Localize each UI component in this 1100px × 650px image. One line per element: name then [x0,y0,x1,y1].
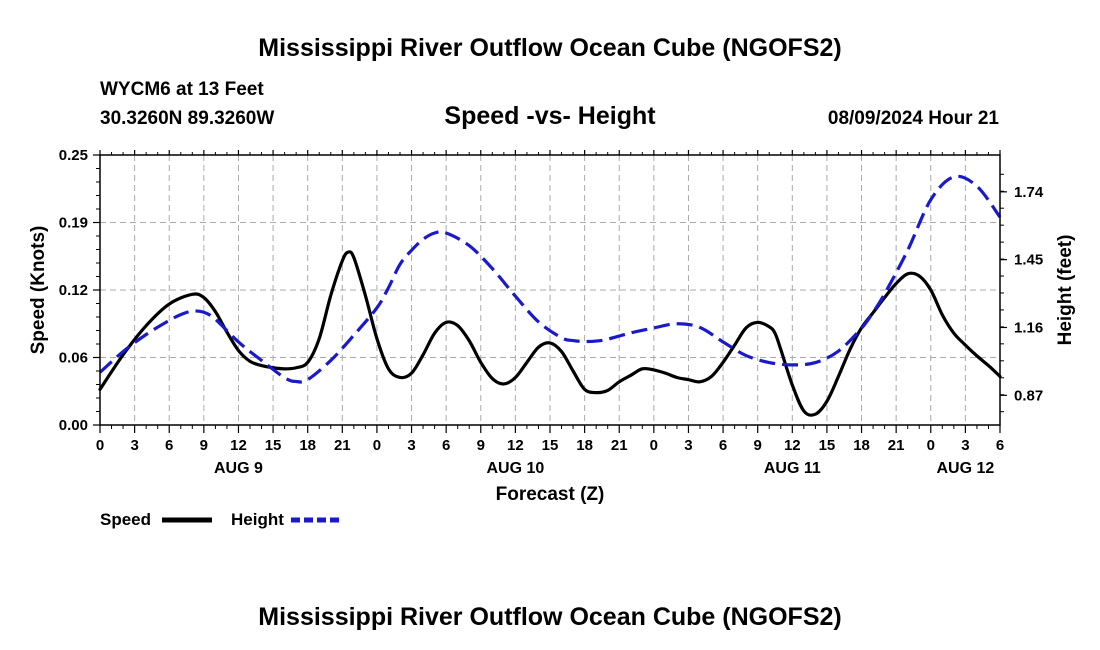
x-tick-label: 15 [542,437,559,454]
axis-ticks [93,150,1007,433]
x-tick-label: 0 [373,437,381,454]
x-tick-label: 12 [507,437,524,454]
speed-series-line [98,250,1002,417]
x-tick-label: 15 [265,437,282,454]
x-tick-label: 12 [784,437,801,454]
date-label: AUG 12 [936,460,994,477]
station-label: WYCM6 at 13 Feet [100,79,264,100]
series-layer [98,174,1002,417]
x-tick-label: 21 [334,437,351,454]
legend-speed-label: Speed [100,510,151,529]
x-tick-label: 18 [853,437,870,454]
x-tick-label: 0 [650,437,658,454]
x-tick-label: 9 [200,437,208,454]
y-tick-label: 0.19 [59,215,88,232]
legend-height-label: Height [231,510,284,529]
x-tick-label: 21 [888,437,905,454]
footer-title: Mississippi River Outflow Ocean Cube (NG… [258,603,841,631]
figure-title: Mississippi River Outflow Ocean Cube (NG… [258,34,841,62]
x-tick-label: 15 [819,437,836,454]
coordinates-label: 30.3260N 89.3260W [100,108,274,129]
x-tick-label: 12 [230,437,247,454]
y-tick-label: 0.06 [59,350,88,367]
datetime-label: 08/09/2024 Hour 21 [828,108,1000,129]
y-tick-label: 0.12 [59,282,88,299]
x-tick-label: 6 [165,437,173,454]
y2-tick-label: 1.16 [1014,319,1043,336]
date-label: AUG 9 [214,460,263,477]
date-label: AUG 10 [486,460,544,477]
x-tick-label: 3 [407,437,415,454]
y2-tick-label: 1.45 [1014,252,1043,269]
y-tick-label: 0.25 [59,147,88,164]
x-tick-label: 21 [611,437,628,454]
x-tick-label: 18 [299,437,316,454]
x-tick-label: 3 [684,437,692,454]
y2-tick-label: 0.87 [1014,387,1043,404]
grid [100,155,1000,425]
x-axis-title: Forecast (Z) [496,484,605,505]
y2-tick-label: 1.74 [1014,184,1044,201]
x-tick-label: 6 [719,437,727,454]
x-tick-label: 6 [442,437,450,454]
x-tick-label: 0 [96,437,104,454]
x-tick-label: 9 [477,437,485,454]
x-tick-label: 3 [961,437,969,454]
date-label: AUG 11 [764,460,821,477]
height-series-line [98,174,1002,384]
x-tick-label: 6 [996,437,1004,454]
x-tick-label: 0 [927,437,935,454]
y2-axis-title: Height (feet) [1055,235,1076,346]
axis-tick-labels: 0 3 6 9 12 15 18 21 0 3 6 9 12 15 18 21 0 3 6 9 12 15 18 21 0 3 6A… [59,147,1044,477]
x-tick-label: 9 [754,437,762,454]
chart-title: Speed -vs- Height [444,102,656,130]
x-tick-label: 3 [130,437,138,454]
y-axis-title: Speed (Knots) [28,226,49,355]
y-tick-label: 0.00 [59,417,88,434]
x-tick-label: 18 [576,437,593,454]
